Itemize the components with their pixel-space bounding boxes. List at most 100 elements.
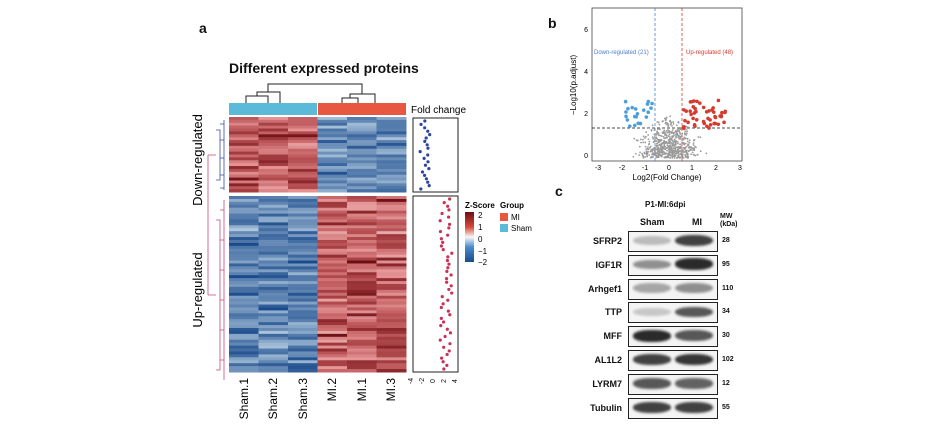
heatmap-cell [376, 204, 407, 209]
heatmap-cell [229, 128, 259, 132]
heatmap-cell [229, 330, 259, 335]
heatmap-cell [258, 231, 289, 235]
heatmap-cell [317, 369, 348, 373]
sample-labels: Sham.1 Sham.2 Sham.3 MI.2 MI.1 MI.3 [237, 378, 398, 420]
up-count-label: Up-regulated (48) [686, 50, 733, 56]
volcano-point [723, 110, 727, 115]
heatmap-cell [229, 174, 259, 179]
volcano-point [641, 154, 644, 157]
volcano-point [713, 121, 718, 126]
heatmap-cell [317, 134, 348, 138]
volcano-point [699, 136, 702, 139]
volcano-point [653, 129, 656, 131]
volcano-point [699, 150, 702, 153]
heatmap-cell [288, 307, 318, 311]
heatmap-cell [288, 234, 318, 238]
heatmap-cell [317, 219, 348, 223]
heatmap-cell [317, 251, 348, 256]
heatmap-cell [258, 168, 289, 173]
heatmap-cell [347, 131, 377, 135]
volcano-point [640, 141, 643, 144]
blot-band [633, 329, 671, 342]
fold-change-dot [446, 233, 450, 237]
heatmap-cell [229, 189, 259, 193]
fold-change-dot [438, 229, 443, 234]
heatmap-cell [229, 310, 259, 314]
blot-band [675, 330, 713, 342]
heatmap-cell [229, 248, 259, 253]
volcano-point [674, 130, 677, 133]
heatmap-cell [376, 257, 407, 262]
volcano-point [669, 154, 672, 157]
volcano-point [676, 134, 679, 137]
svg-text:0: 0 [584, 153, 588, 160]
heatmap-cell [317, 201, 348, 206]
heatmap-cell [376, 286, 407, 291]
heatmap-cell [347, 210, 377, 215]
sample-label: Sham.1 [237, 378, 251, 420]
heatmap-cell [258, 316, 289, 320]
heatmap-cell [317, 310, 348, 314]
blot-band [633, 235, 671, 246]
volcano-point [670, 152, 673, 154]
heatmap-cell [376, 333, 407, 338]
fold-change-dot [450, 251, 454, 255]
heatmap-cell [347, 248, 377, 253]
heatmap-cell [376, 225, 407, 229]
fold-change-dot [447, 222, 452, 226]
heatmap-cell [317, 177, 348, 181]
heatmap-cell [347, 342, 377, 347]
svg-text:-2: -2 [619, 165, 625, 172]
volcano-point [684, 149, 687, 152]
heatmap-cell [229, 157, 259, 161]
heatmap-cell [258, 345, 289, 350]
heatmap-cell [258, 216, 289, 220]
heatmap-cell [317, 237, 348, 241]
heatmap-cell [317, 210, 348, 215]
heatmap-cell [376, 319, 407, 323]
heatmap-cell [317, 304, 348, 308]
heatmap-cell [376, 180, 407, 184]
volcano-point [642, 156, 645, 159]
volcano-point [647, 143, 650, 146]
heatmap-cell [376, 168, 407, 173]
heatmap-cell [317, 160, 348, 164]
heatmap-cell [258, 319, 289, 323]
volcano-point [660, 144, 662, 147]
volcano-point [658, 150, 661, 152]
heatmap-cell [258, 234, 289, 238]
volcano-point [647, 134, 650, 136]
volcano-point [676, 141, 679, 143]
heatmap-cell [376, 292, 407, 297]
svg-text:-1: -1 [642, 165, 648, 172]
heatmap-cell [347, 369, 377, 373]
heatmap-cell [347, 216, 377, 220]
volcano-point [665, 129, 668, 132]
heatmap-cell [288, 269, 318, 273]
volcano-point [671, 131, 674, 134]
volcano-point [696, 153, 699, 156]
zscore-ticks: 2 1 0 −1 −2 [478, 211, 488, 267]
volcano-point [667, 135, 670, 138]
heatmap-cell [229, 254, 259, 259]
heatmap-cell [288, 231, 318, 235]
fold-change-dot [424, 136, 428, 140]
heatmap-cell [258, 119, 289, 124]
volcano-point [641, 108, 646, 112]
heatmap-cell [376, 196, 407, 200]
heatmap-cell [258, 128, 289, 132]
heatmap-cell [317, 272, 348, 276]
volcano-point [693, 124, 697, 128]
volcano-point [651, 149, 654, 152]
heatmap-cell [288, 351, 318, 355]
volcano-point [647, 148, 650, 151]
volcano-point [658, 134, 660, 136]
volcano-point [632, 155, 635, 158]
heatmap-cell [376, 183, 407, 187]
volcano-point [681, 141, 683, 144]
heatmap-cell [229, 363, 259, 367]
heatmap-cell [288, 325, 318, 329]
down-regulated-label: Down-regulated [190, 114, 205, 206]
volcano-point [679, 136, 682, 139]
heatmap-cell [288, 292, 318, 297]
